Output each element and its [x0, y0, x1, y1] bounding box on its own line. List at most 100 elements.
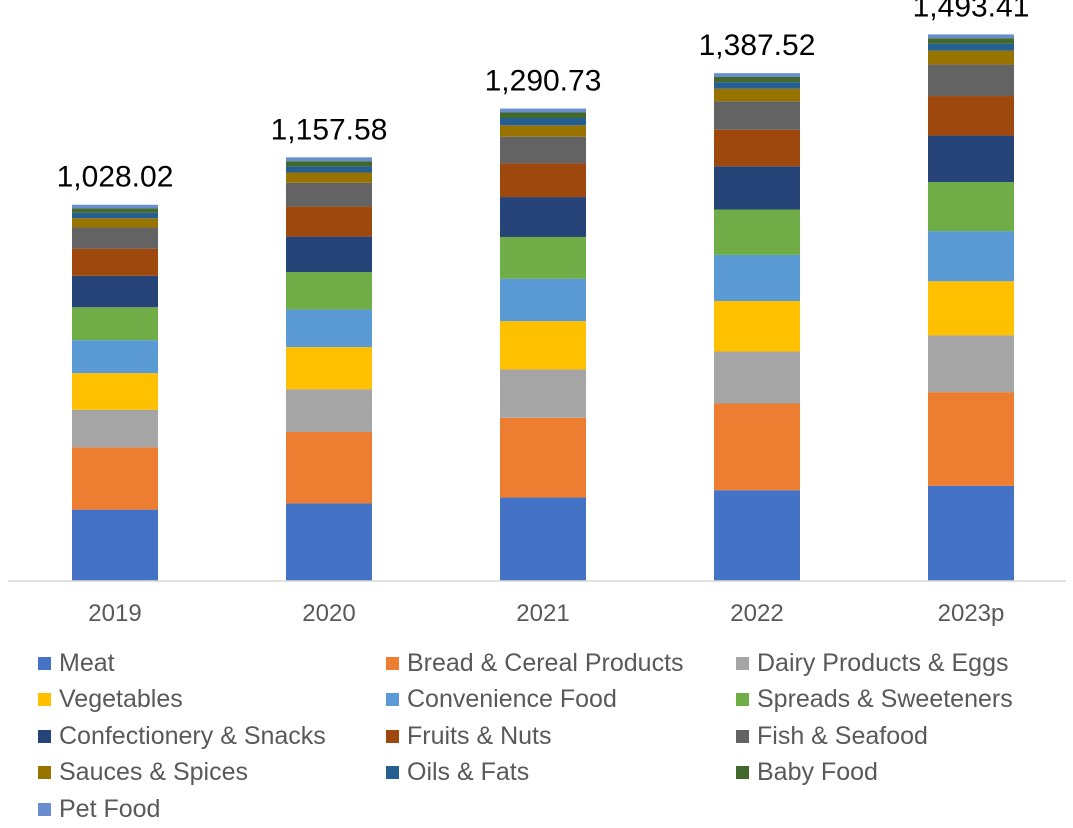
bar-segment-2020-11: [286, 161, 372, 167]
bar-segment-2022-12: [714, 73, 800, 78]
legend-swatch: [386, 693, 399, 707]
legend-label: Sauces & Spices: [59, 758, 248, 787]
legend-item: Baby Food: [736, 758, 1066, 787]
bar-segment-2023p-2: [928, 335, 1014, 393]
legend-row: Confectionery & Snacks Fruits & Nuts Fish …: [38, 718, 1068, 755]
bar-segment-2019-11: [72, 208, 158, 213]
bar-segment-2022-1: [714, 403, 800, 491]
total-label: 1,387.52: [699, 29, 816, 62]
bar-segment-2019-3: [72, 373, 158, 410]
bar-segment-2023p-7: [928, 96, 1014, 136]
x-tick-labels: 2019 2020 2021 2022 2023p: [88, 600, 1004, 627]
legend-label: Pet Food: [59, 794, 161, 823]
legend-label: Convenience Food: [407, 685, 617, 714]
total-label: 1,157.58: [271, 113, 388, 146]
bar-segment-2020-0: [286, 503, 372, 581]
legend-label: Vegetables: [59, 685, 183, 714]
bar-segment-2022-9: [714, 88, 800, 102]
bar-segment-2019-1: [72, 447, 158, 510]
bar-segment-2022-7: [714, 129, 800, 167]
bar-segment-2023p-0: [928, 485, 1014, 581]
legend-item: Sauces & Spices: [38, 758, 386, 787]
bar-segment-2019-7: [72, 248, 158, 276]
legend-item: Convenience Food: [386, 685, 736, 714]
bar-segment-2021-6: [500, 197, 586, 237]
bar-segment-2021-8: [500, 136, 586, 164]
legend-item: Fruits & Nuts: [386, 722, 736, 751]
legend-row: Sauces & Spices Oils & Fats Baby Food: [38, 755, 1068, 792]
bar-segment-2019-4: [72, 340, 158, 374]
bar-segment-2021-0: [500, 497, 586, 581]
bar-segment-2023p-12: [928, 34, 1014, 39]
x-tick-label: 2022: [730, 600, 783, 627]
bar-segment-2019-10: [72, 212, 158, 219]
bar-segment-2021-1: [500, 417, 586, 498]
stacked-bar-chart: 2019 2020 2021 2022 2023p 1,028.02 1,157.58 1,…: [8, 0, 1066, 627]
legend-swatch: [736, 766, 749, 780]
bar-segment-2019-5: [72, 307, 158, 341]
legend-item: Fish & Seafood: [736, 722, 1066, 751]
x-tick-label: 2020: [302, 600, 355, 627]
bar-segment-2021-12: [500, 108, 586, 113]
bar-segment-2023p-11: [928, 38, 1014, 44]
legend-swatch: [38, 729, 51, 743]
bar-segment-2021-4: [500, 278, 586, 322]
bar-segment-2021-5: [500, 236, 586, 279]
total-label: 1,290.73: [485, 65, 602, 98]
bar-segment-2020-7: [286, 206, 372, 237]
bar-segment-2019-0: [72, 509, 158, 581]
legend-swatch: [386, 766, 399, 780]
bar-segment-2023p-8: [928, 64, 1014, 97]
bar-segment-2020-6: [286, 236, 372, 273]
legend-row: Vegetables Convenience Food Spreads & Swee…: [38, 682, 1068, 719]
bar-segment-2022-10: [714, 82, 800, 89]
bar-segment-2022-8: [714, 101, 800, 130]
legend: Meat Bread & Cereal Products Dairy Product…: [38, 645, 1068, 828]
legend-label: Dairy Products & Eggs: [757, 648, 1009, 677]
legend-item: Confectionery & Snacks: [38, 722, 386, 751]
bar-segment-2020-8: [286, 182, 372, 207]
bar-segment-2019-6: [72, 275, 158, 308]
total-label: 1,493.41: [913, 0, 1030, 23]
legend-label: Confectionery & Snacks: [59, 721, 326, 750]
bar-segment-2021-11: [500, 112, 586, 119]
total-label: 1,028.02: [57, 161, 174, 194]
bar-segment-2022-11: [714, 77, 800, 83]
legend-label: Bread & Cereal Products: [407, 648, 684, 677]
legend-swatch: [736, 656, 749, 670]
bar-segment-2019-9: [72, 218, 158, 228]
bar-segment-2023p-1: [928, 392, 1014, 486]
bar-segment-2021-3: [500, 321, 586, 370]
bar-segment-2020-5: [286, 272, 372, 310]
bar-segment-2023p-6: [928, 135, 1014, 183]
bar-segment-2023p-5: [928, 182, 1014, 232]
bar-segment-2022-5: [714, 209, 800, 255]
legend-swatch: [38, 802, 51, 816]
legend-label: Baby Food: [757, 758, 878, 787]
x-tick-label: 2019: [88, 600, 141, 627]
legend-swatch: [38, 656, 51, 670]
legend-label: Oils & Fats: [407, 758, 530, 787]
bar-segment-2022-0: [714, 490, 800, 581]
bar-segment-2022-3: [714, 301, 800, 352]
bar-segment-2021-10: [500, 118, 586, 126]
legend-swatch: [736, 693, 749, 707]
bar-segment-2022-6: [714, 166, 800, 210]
legend-item: Meat: [38, 649, 386, 678]
legend-swatch: [386, 656, 399, 670]
legend-item: Pet Food: [38, 795, 386, 824]
legend-label: Fruits & Nuts: [407, 721, 552, 750]
legend-swatch: [38, 693, 51, 707]
bar-segment-2020-12: [286, 157, 372, 162]
x-tick-label: 2023p: [938, 600, 1005, 627]
bar-segment-2021-2: [500, 369, 586, 418]
bar-segment-2023p-9: [928, 50, 1014, 65]
bar-segment-2020-3: [286, 347, 372, 390]
x-tick-label: 2021: [516, 600, 569, 627]
legend-label: Spreads & Sweeteners: [757, 685, 1013, 714]
bar-segment-2019-12: [72, 204, 158, 209]
legend-item: Vegetables: [38, 685, 386, 714]
legend-item: Bread & Cereal Products: [386, 649, 736, 678]
legend-label: Meat: [59, 648, 115, 677]
legend-row: Pet Food: [38, 791, 1068, 828]
